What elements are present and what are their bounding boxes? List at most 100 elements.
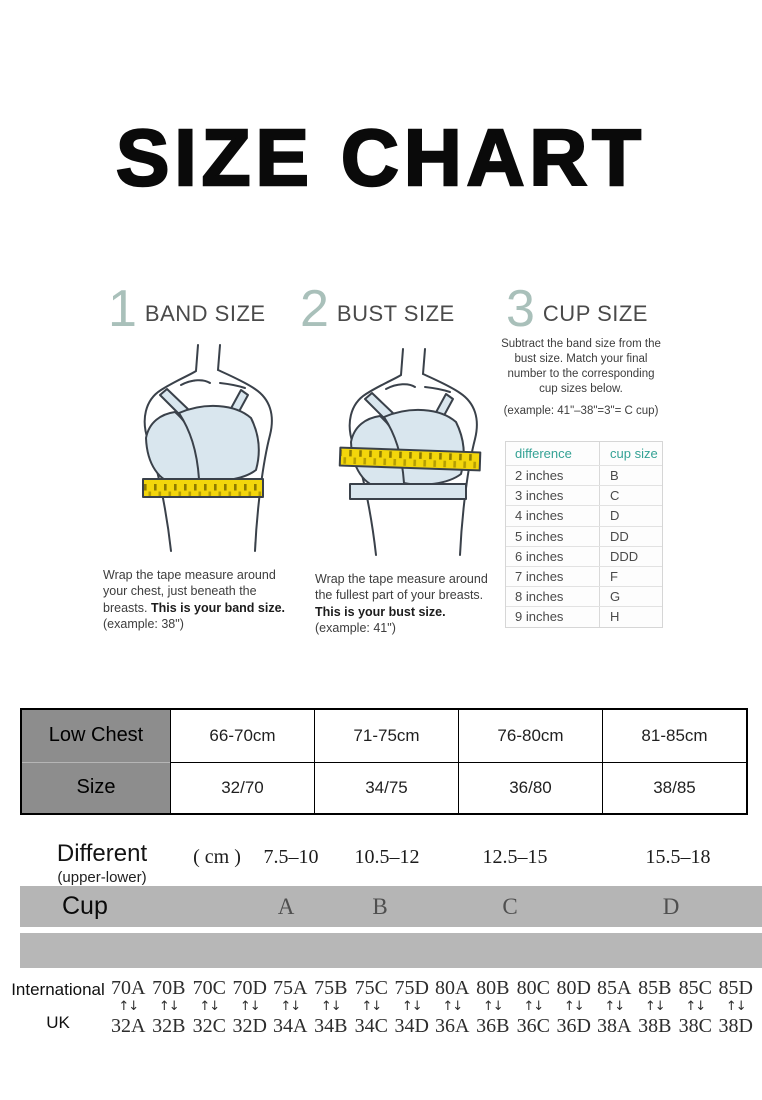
conversion-column: 70C ↑↓ 32C — [189, 977, 230, 1037]
up-down-arrows-icon: ↑↓ — [401, 999, 423, 1014]
international-size: 85D — [718, 977, 753, 999]
cup-letter: H — [610, 609, 620, 625]
up-down-arrows-icon: ↑↓ — [320, 999, 342, 1014]
international-size: 85B — [638, 977, 672, 999]
difference-inches: 6 inches — [506, 546, 600, 566]
conversion-column: 75C ↑↓ 34C — [351, 977, 392, 1037]
cup-size-table-header: difference cup size — [506, 442, 662, 465]
conversion-column: 85A ↑↓ 38A — [594, 977, 635, 1037]
conversion-column: 85D ↑↓ 38D — [716, 977, 757, 1037]
divider-bar — [20, 933, 762, 968]
low-chest-value: 81-85cm — [602, 710, 746, 762]
uk-size: 34D — [394, 1015, 429, 1037]
international-size: 70C — [192, 977, 226, 999]
up-down-arrows-icon: ↑↓ — [118, 999, 139, 1014]
band-measure-illustration — [142, 344, 273, 552]
up-down-arrows-icon: ↑↓ — [563, 999, 585, 1014]
bust-size-instruction: Wrap the tape measure around the fullest… — [315, 571, 503, 637]
uk-size: 32A — [111, 1015, 146, 1037]
conversion-column: 85C ↑↓ 38C — [675, 977, 716, 1037]
bust-instruction-example: (example: 41") — [315, 621, 396, 635]
difference-column-header: difference — [506, 442, 600, 465]
international-label: International — [11, 980, 105, 999]
up-down-arrows-icon: ↑↓ — [604, 999, 625, 1014]
conversion-column: 80A ↑↓ 36A — [432, 977, 473, 1037]
bust-instruction-bold: This is your bust size. — [315, 604, 446, 619]
cup-instruction-example: (example: 41"–38"=3"= C cup) — [503, 404, 659, 417]
band-size-instruction: Wrap the tape measure around your chest,… — [103, 567, 295, 633]
uk-size: 32B — [152, 1015, 186, 1037]
conversion-column: 75B ↑↓ 34B — [311, 977, 352, 1037]
up-down-arrows-icon: ↑↓ — [158, 999, 180, 1014]
step-band-size: 1 BAND SIZE — [108, 280, 266, 338]
uk-size: 32C — [192, 1015, 226, 1037]
difference-inches: 4 inches — [506, 506, 600, 526]
cup-letter: G — [610, 589, 621, 605]
difference-unit: ( cm ) — [193, 846, 241, 868]
up-down-arrows-icon: ↑↓ — [442, 999, 463, 1014]
bust-measure-illustration — [338, 348, 482, 556]
difference-inches: 8 inches — [506, 587, 600, 607]
low-chest-value: 66-70cm — [170, 710, 314, 762]
uk-size: 32D — [232, 1015, 267, 1037]
up-down-arrows-icon: ↑↓ — [685, 999, 706, 1014]
international-size: 75A — [273, 977, 308, 999]
cup-letter: F — [610, 569, 618, 585]
low-chest-value: 71-75cm — [314, 710, 458, 762]
step-cup-size: 3 CUP SIZE — [506, 283, 648, 335]
international-size: 80B — [476, 977, 510, 999]
uk-size: 34A — [273, 1015, 308, 1037]
cup-table-row: 2 inches B — [506, 465, 662, 486]
cup-letter: DD — [610, 528, 629, 544]
difference-value: 7.5–10 — [263, 846, 319, 868]
international-size: 70D — [232, 977, 267, 999]
difference-inches: 2 inches — [506, 466, 600, 486]
uk-size: 36D — [556, 1015, 591, 1037]
cup-table-row: 5 inches DD — [506, 525, 662, 546]
step-2-number: 2 — [300, 280, 329, 338]
conversion-column: 70D ↑↓ 32D — [230, 977, 271, 1037]
uk-size: 34C — [354, 1015, 388, 1037]
up-down-arrows-icon: ↑↓ — [644, 999, 666, 1014]
cup-row-bar: Cup A B C D — [20, 886, 762, 927]
uk-size: 38B — [638, 1015, 672, 1037]
uk-size: 38A — [597, 1015, 632, 1037]
cup-size-table: difference cup size 2 inches B 3 inches C 4 … — [505, 441, 663, 628]
cup-letter: C — [610, 488, 620, 504]
conversion-column: 80C ↑↓ 36C — [513, 977, 554, 1037]
difference-row-label: Different (upper-lower) — [28, 840, 176, 886]
uk-size: 36A — [435, 1015, 470, 1037]
conversion-column: 80D ↑↓ 36D — [554, 977, 595, 1037]
cup-letter: DDD — [610, 548, 639, 564]
international-size: 75B — [314, 977, 348, 999]
size-table: Low Chest 66-70cm 71-75cm 76-80cm 81-85c… — [20, 708, 748, 815]
band-instruction-bold: This is your band size. — [150, 600, 286, 615]
conversion-labels: International UK — [8, 977, 108, 1037]
up-down-arrows-icon: ↑↓ — [199, 999, 220, 1014]
size-value: 38/85 — [602, 761, 746, 813]
difference-inches: 7 inches — [506, 566, 600, 587]
difference-label: Different — [56, 840, 148, 867]
international-size: 75C — [354, 977, 388, 999]
international-size: 80D — [556, 977, 591, 999]
low-chest-value: 76-80cm — [458, 710, 602, 762]
uk-label: UK — [46, 1013, 70, 1032]
band-instruction-text: Wrap the tape measure around your chest,… — [103, 567, 276, 615]
size-conversion-section: International UK 70A ↑↓ 32A 70B ↑↓ 32B 70C ↑↓ 32… — [8, 977, 756, 1037]
cup-instruction-text: Subtract the band size from the bust siz… — [501, 338, 661, 395]
difference-inches: 5 inches — [506, 526, 600, 546]
cup-table-row: 7 inches F — [506, 565, 662, 587]
cup-table-row: 3 inches C — [506, 485, 662, 506]
cup-table-row: 4 inches D — [506, 505, 662, 526]
conversion-column: 85B ↑↓ 38B — [635, 977, 676, 1037]
cup-size-column-header: cup size — [610, 446, 658, 461]
band-instruction-example: (example: 38") — [103, 617, 184, 631]
conversion-column: 70B ↑↓ 32B — [149, 977, 190, 1037]
up-down-arrows-icon: ↑↓ — [725, 999, 747, 1014]
cup-row-label: Cup — [62, 892, 108, 920]
step-1-number: 1 — [108, 280, 137, 338]
cup-table-row: 9 inches H — [506, 606, 662, 627]
cup-table-row: 6 inches DDD — [506, 545, 662, 566]
international-size: 85C — [678, 977, 712, 999]
